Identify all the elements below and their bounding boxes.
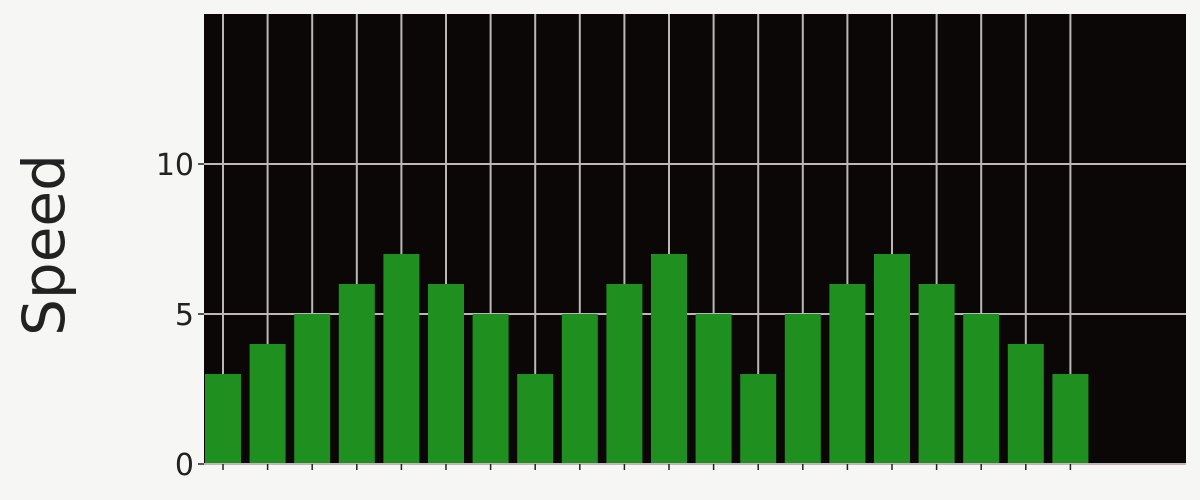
bar [695, 314, 732, 464]
bar [918, 284, 955, 464]
bar [249, 344, 286, 464]
bar [561, 314, 598, 464]
bar [963, 314, 1000, 464]
bar [606, 284, 643, 464]
bar [472, 314, 509, 464]
bar [740, 374, 777, 464]
bar [517, 374, 554, 464]
bar [1052, 374, 1089, 464]
y-tick-label: 10 [156, 148, 194, 183]
bar [428, 284, 464, 464]
y-tick-label: 0 [175, 448, 194, 483]
bar [205, 374, 241, 464]
axis-layer [198, 163, 1186, 470]
bar [784, 314, 821, 464]
y-tick-labels: 0 5 10 [156, 148, 194, 483]
bar [383, 254, 420, 464]
bar-layer [205, 254, 1089, 464]
bar [1007, 344, 1044, 464]
y-axis-title: Speed [10, 154, 78, 336]
bar [829, 284, 866, 464]
bar [651, 254, 687, 464]
bar [874, 254, 910, 464]
bar [294, 314, 331, 464]
bar [338, 284, 375, 464]
y-tick-label: 5 [175, 298, 194, 333]
